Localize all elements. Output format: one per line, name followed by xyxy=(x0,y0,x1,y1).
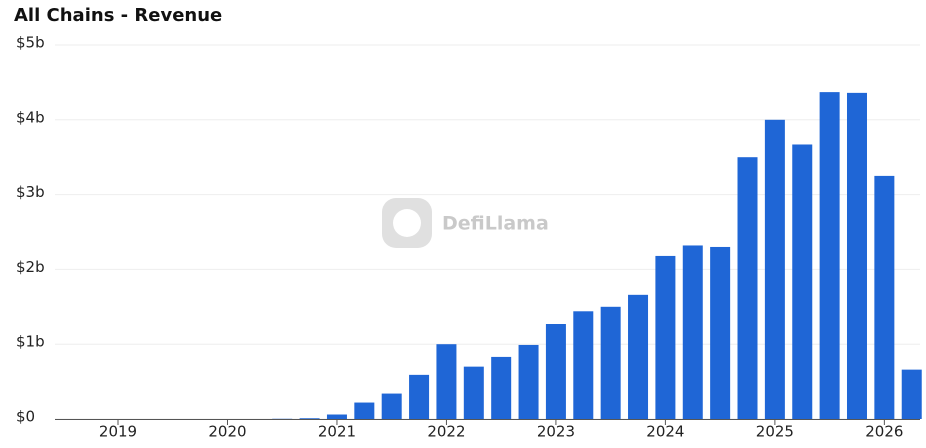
bar xyxy=(738,157,758,419)
bar xyxy=(792,144,812,419)
x-tick-label: 2023 xyxy=(537,423,575,441)
chart-title: All Chains - Revenue xyxy=(14,5,222,26)
x-tick-label: 2022 xyxy=(427,423,465,441)
watermark-text: DefiLlama xyxy=(442,213,549,235)
y-tick-label: $2b xyxy=(16,258,45,276)
x-tick-label: 2025 xyxy=(756,423,794,441)
bar xyxy=(327,415,347,419)
bar xyxy=(765,120,785,419)
x-tick-label: 2020 xyxy=(208,423,246,441)
watermark-icon-inner xyxy=(393,209,421,237)
bar xyxy=(436,344,456,419)
bar xyxy=(382,394,402,419)
bar xyxy=(491,357,511,419)
x-tick-label: 2026 xyxy=(865,423,903,441)
bar xyxy=(601,307,621,419)
y-tick-label: $0 xyxy=(16,408,35,426)
bar xyxy=(902,370,922,419)
bar xyxy=(300,418,320,419)
bar xyxy=(655,256,675,419)
bar xyxy=(354,403,374,419)
bar xyxy=(464,367,484,419)
bar xyxy=(628,295,648,419)
bar xyxy=(847,93,867,419)
x-tick-label: 2021 xyxy=(318,423,356,441)
x-tick-label: 2024 xyxy=(646,423,684,441)
y-tick-label: $5b xyxy=(16,34,45,52)
bar xyxy=(409,375,429,419)
bar xyxy=(573,311,593,419)
x-tick-label: 2019 xyxy=(99,423,137,441)
bar xyxy=(683,245,703,419)
bar xyxy=(710,247,730,419)
bar xyxy=(519,345,539,419)
y-tick-label: $4b xyxy=(16,108,45,126)
watermark: DefiLlama xyxy=(382,198,549,248)
bar xyxy=(546,324,566,419)
bar xyxy=(874,176,894,419)
bar xyxy=(820,92,840,419)
y-tick-label: $1b xyxy=(16,333,45,351)
y-tick-label: $3b xyxy=(16,183,45,201)
